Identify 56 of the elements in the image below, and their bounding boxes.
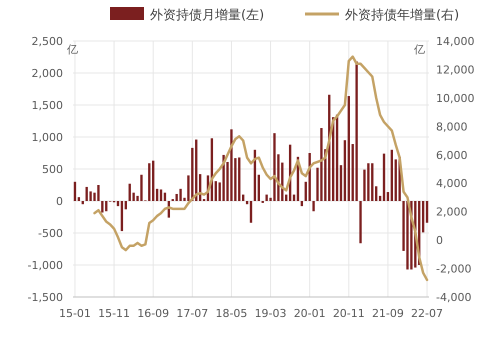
bar xyxy=(312,201,315,212)
bar xyxy=(86,186,88,201)
x-tick-label: 15-01 xyxy=(58,307,91,320)
x-tick-label: 16-09 xyxy=(137,307,170,320)
x-tick-label: 17-07 xyxy=(176,307,208,320)
y-tick-label: 0 xyxy=(56,195,63,208)
bar xyxy=(82,201,84,204)
bar xyxy=(128,184,131,201)
legend-label: 外资持债年增量(右) xyxy=(345,8,460,23)
y-tick-label: 1,500 xyxy=(32,99,63,112)
bar xyxy=(195,140,198,201)
y-axis-title: 亿 xyxy=(66,43,78,56)
bar xyxy=(320,128,323,201)
y-tick-label: -1,500 xyxy=(28,291,63,304)
bar xyxy=(265,194,268,201)
y2-tick-label: 2,000 xyxy=(436,206,468,219)
x-tick-label: 15-11 xyxy=(98,307,130,320)
x-tick-label: 21-09 xyxy=(372,307,404,320)
bar xyxy=(179,188,182,201)
bar xyxy=(101,201,104,213)
y2-tick-label: 10,000 xyxy=(436,92,474,105)
y2-tick-label: -4,000 xyxy=(436,291,472,304)
y2-tick-label: -2,000 xyxy=(436,262,472,276)
y2-tick-label: 8,000 xyxy=(436,120,468,134)
bar xyxy=(348,96,350,201)
y-tick-label: 2,000 xyxy=(32,67,63,80)
bar xyxy=(105,201,108,212)
bar xyxy=(300,201,304,206)
y2-tick-label: 14,000 xyxy=(436,35,474,48)
y-tick-label: -1,000 xyxy=(28,259,63,272)
x-tick-label: 20-01 xyxy=(294,307,326,320)
y2-axis-title: 亿 xyxy=(413,43,425,56)
bar xyxy=(148,163,150,201)
y2-tick-label: 4,000 xyxy=(436,177,468,190)
y-tick-label: 1,000 xyxy=(32,131,63,144)
x-tick-label: 18-05 xyxy=(215,307,248,320)
y-tick-label: 500 xyxy=(42,163,63,176)
bar xyxy=(390,150,394,201)
y2-tick-label: 0 xyxy=(436,234,443,248)
bar xyxy=(371,163,374,201)
legend-label: 外资持债月增量(左) xyxy=(150,8,264,23)
bar xyxy=(238,157,240,201)
bar xyxy=(89,191,92,201)
bar xyxy=(355,61,358,201)
bar xyxy=(254,150,256,201)
y-tick-label: -500 xyxy=(38,227,63,240)
x-tick-label: 19-03 xyxy=(254,307,287,320)
x-tick-label: 22-07 xyxy=(411,307,444,320)
y-tick-label: 2,500 xyxy=(32,35,63,48)
bar xyxy=(120,201,124,232)
line-series xyxy=(93,55,428,282)
bar xyxy=(367,163,370,201)
bar xyxy=(152,160,154,201)
y2-tick-label: 6,000 xyxy=(436,148,468,162)
y2-tick-label: 12,000 xyxy=(436,63,474,76)
x-tick-label: 20-11 xyxy=(332,307,365,320)
